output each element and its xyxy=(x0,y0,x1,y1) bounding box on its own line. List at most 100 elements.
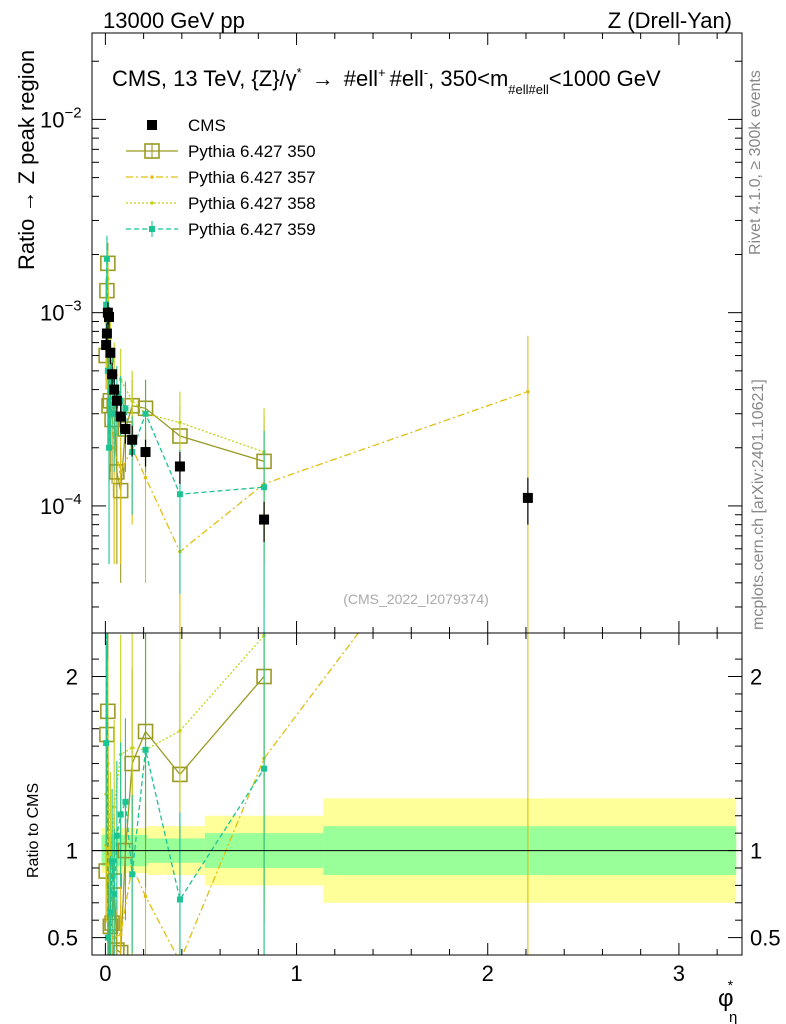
y-tick-label: 10−2 xyxy=(40,104,82,132)
series-point xyxy=(122,405,129,412)
series-point xyxy=(118,470,123,474)
series-1 xyxy=(104,268,530,633)
series-point xyxy=(109,464,125,480)
cms-point xyxy=(104,311,115,322)
main-panel-marks xyxy=(98,235,533,633)
series-point xyxy=(526,389,530,394)
ratio-point xyxy=(112,805,116,809)
cms-point xyxy=(174,461,185,472)
x-tick-label: 2 xyxy=(482,961,494,986)
ratio-point xyxy=(261,765,268,772)
legend-marker xyxy=(150,175,154,179)
cms-point xyxy=(107,369,118,380)
series-line-3 xyxy=(105,258,265,495)
x-tick-label: 3 xyxy=(673,961,685,986)
series-point xyxy=(106,444,113,451)
series-line-1 xyxy=(105,297,529,553)
cms-point xyxy=(522,492,533,503)
legend-marker xyxy=(147,120,157,130)
ratio-y-axis-label: Ratio to CMS xyxy=(25,783,42,878)
ratio-series-0 xyxy=(98,633,272,955)
chart-title: CMS, 13 TeV, {Z}/γ* → #ell+ #ell-, 350<m#el… xyxy=(112,65,661,97)
cms-series xyxy=(101,302,533,543)
cms-point xyxy=(140,447,151,458)
ratio-tick-label-right: 0.5 xyxy=(750,926,781,951)
y-tick-label: 10−3 xyxy=(40,298,82,326)
ratio-point xyxy=(178,729,182,733)
series-point xyxy=(261,484,268,491)
axes: 0 1 2 3 10−4 10−3 10−2 0.5 0.5 1 1 2 2 xyxy=(40,32,781,986)
legend-marker xyxy=(150,201,154,205)
rivet-label: Rivet 4.1.0, ≥ 300k events xyxy=(747,70,764,255)
ratio-point xyxy=(104,598,110,604)
cms-point xyxy=(259,514,270,525)
series-point xyxy=(178,420,182,425)
ratio-series-3 xyxy=(103,598,268,955)
x-axis-label: φ* η xyxy=(718,977,737,1024)
legend-item-2: Pythia 6.427 357 xyxy=(126,168,316,187)
ratio-point xyxy=(103,740,110,747)
header-right: Z (Drell-Yan) xyxy=(608,8,732,33)
ratio-point xyxy=(118,932,123,937)
ratio-tick-label-right: 2 xyxy=(750,665,762,690)
cms-point xyxy=(105,347,116,358)
legend: CMS Pythia 6.427 350 Pythia 6.427 357 Pythi… xyxy=(126,116,316,239)
ratio-tick-label-left: 2 xyxy=(66,665,78,690)
series-point xyxy=(130,398,134,403)
y-tick-label: 10−4 xyxy=(40,491,82,519)
ratio-point xyxy=(113,832,120,839)
series-point xyxy=(103,301,110,308)
ratio-point xyxy=(122,798,129,805)
legend-item-3: Pythia 6.427 358 xyxy=(126,194,316,213)
header-left: 13000 GeV pp xyxy=(103,8,245,33)
ratio-point xyxy=(178,960,182,964)
series-point xyxy=(111,410,118,417)
ratio-point xyxy=(104,934,111,941)
series-line-0 xyxy=(105,263,265,491)
cms-point xyxy=(115,411,126,422)
ratio-point xyxy=(107,909,114,916)
legend-label: Pythia 6.427 357 xyxy=(188,168,316,187)
cms-point xyxy=(120,424,131,435)
cms-point xyxy=(111,395,122,406)
legend-label: Pythia 6.427 359 xyxy=(188,220,316,239)
ratio-point xyxy=(111,891,118,898)
series-2 xyxy=(104,250,266,549)
legend-item-1: Pythia 6.427 350 xyxy=(126,142,316,161)
ratio-point xyxy=(143,894,148,899)
ratio-point xyxy=(130,745,134,750)
ratio-tick-label-right: 1 xyxy=(750,839,762,864)
cms-point xyxy=(109,384,120,395)
cms-point xyxy=(101,340,112,351)
ratio-point xyxy=(109,858,116,865)
legend-marker xyxy=(149,226,155,232)
series-point xyxy=(143,475,148,480)
ratio-tick-label-left: 0.5 xyxy=(47,926,78,951)
legend-label: Pythia 6.427 350 xyxy=(188,142,316,161)
analysis-id: (CMS_2022_I2079374) xyxy=(343,591,489,607)
ratio-point xyxy=(129,871,136,878)
cms-point xyxy=(101,328,112,339)
ratio-point xyxy=(176,896,183,903)
ratio-tick-label-left: 1 xyxy=(66,839,78,864)
legend-item-4: Pythia 6.427 359 xyxy=(126,220,316,239)
series-point xyxy=(142,410,149,417)
legend-label: CMS xyxy=(188,116,226,135)
cms-point xyxy=(127,434,138,445)
x-tick-label: 1 xyxy=(290,961,302,986)
series-3 xyxy=(103,235,268,633)
y-axis-label: Ratio → Z peak region xyxy=(14,50,39,270)
data-layer xyxy=(98,235,533,964)
ratio-panel-marks xyxy=(98,598,529,964)
series-point xyxy=(176,491,183,498)
series-point xyxy=(103,255,110,262)
ratio-point xyxy=(142,746,149,753)
legend-item-0: CMS xyxy=(147,116,226,135)
legend-marker xyxy=(144,143,160,159)
ratio-frame xyxy=(91,632,743,956)
x-tick-label: 0 xyxy=(99,961,111,986)
legend-label: Pythia 6.427 358 xyxy=(188,194,316,213)
ratio-point xyxy=(117,811,124,818)
mcplots-label: mcplots.cern.ch [arXiv:2401.10621] xyxy=(750,379,767,630)
